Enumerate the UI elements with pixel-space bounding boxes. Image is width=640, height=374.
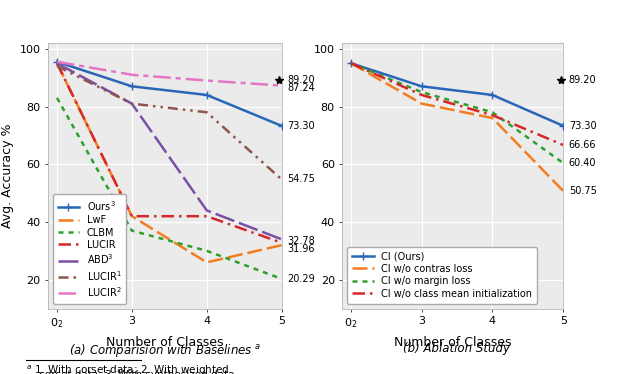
Text: 20.29: 20.29 xyxy=(287,274,315,284)
Text: (b) Ablation Study: (b) Ablation Study xyxy=(403,342,510,355)
Text: 31.96: 31.96 xyxy=(287,244,315,254)
X-axis label: Number of Classes: Number of Classes xyxy=(394,335,511,349)
Text: 89.20: 89.20 xyxy=(569,75,596,85)
Legend: Ours$^3$, LwF, CLBM, LUCIR, ABD$^3$, LUCIR$^1$, LUCIR$^2$: Ours$^3$, LwF, CLBM, LUCIR, ABD$^3$, LUC… xyxy=(53,194,127,304)
Text: 32.78: 32.78 xyxy=(287,236,315,246)
Text: (a) Comparision with Baselines $^a$: (a) Comparision with Baselines $^a$ xyxy=(69,342,261,359)
X-axis label: Number of Classes: Number of Classes xyxy=(106,335,223,349)
Text: 54.75: 54.75 xyxy=(287,174,315,184)
Text: 73.30: 73.30 xyxy=(569,121,596,131)
Text: $^a$ 1. With corset data; 2. With weighted: $^a$ 1. With corset data; 2. With weight… xyxy=(26,364,229,374)
Text: 87.24: 87.24 xyxy=(287,83,315,94)
Text: corset data; 3. With synthesized data: corset data; 3. With synthesized data xyxy=(26,370,234,374)
Text: 50.75: 50.75 xyxy=(569,186,596,196)
Text: 73.30: 73.30 xyxy=(287,121,315,131)
Text: 89.20: 89.20 xyxy=(287,75,315,85)
Text: 66.66: 66.66 xyxy=(569,140,596,150)
Legend: CI (Ours), CI w/o contras loss, CI w/o margin loss, CI w/o class mean initializa: CI (Ours), CI w/o contras loss, CI w/o m… xyxy=(348,247,537,304)
Text: 60.40: 60.40 xyxy=(569,158,596,168)
Y-axis label: Avg. Accuracy %: Avg. Accuracy % xyxy=(1,123,14,228)
